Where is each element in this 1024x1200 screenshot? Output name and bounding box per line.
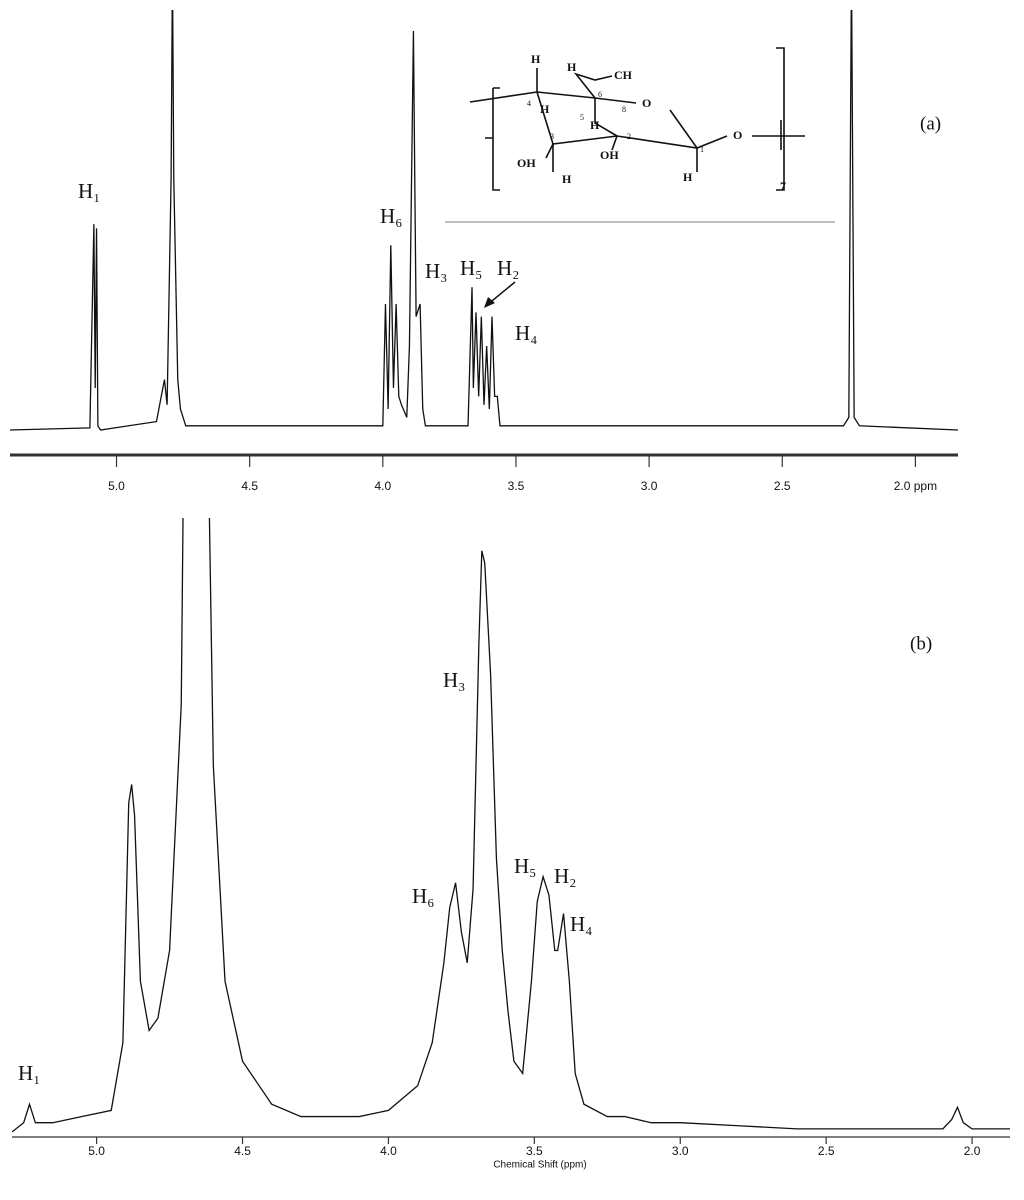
x-axis-label: Chemical Shift (ppm) [493,1160,586,1171]
x-tick-label: 5.0 [88,1144,105,1158]
atom-number: 1 [700,145,704,154]
peak-label: H₄ [515,321,538,345]
panel-label: (b) [910,633,932,654]
arrow-head [484,297,495,308]
atom-number: 6 [598,90,602,99]
peak-label: H₆ [412,884,435,908]
atom-label: O [642,96,651,110]
peak-label: H₁ [78,179,101,203]
x-tick-label: 4.0 [374,479,391,493]
peak-label: H₁ [18,1061,41,1085]
structure [445,47,835,223]
peak-label: H₃ [443,668,466,692]
atom-label: H [562,172,572,186]
panel-label: (a) [920,113,941,134]
atom-number: 8 [622,105,626,114]
atom-label: CH [614,68,633,82]
atom-label: H [567,60,577,74]
atom-label: H [531,52,541,66]
atom-number: 5 [580,113,584,122]
atom-label: 7 [780,179,786,193]
x-tick-label: 3.0 [672,1144,689,1158]
peak-label: H₂ [554,864,577,888]
atom-label: OH [517,156,536,170]
x-tick-label: 3.0 [641,479,658,493]
x-tick-label: 5.0 [108,479,125,493]
atom-number: 2 [627,132,631,141]
atom-label: H [540,102,550,116]
atom-label: H [590,118,600,132]
spectrum-line [10,10,959,431]
peak-label: H₄ [570,912,593,936]
x-tick-label: 3.5 [508,479,525,493]
atom-label: O [733,128,742,142]
x-tick-label: 4.5 [241,479,258,493]
peak-label: H₅ [514,854,537,878]
x-tick-label: 2.5 [818,1144,835,1158]
spectrum-line [12,518,1010,1133]
x-tick-label: 3.5 [526,1144,543,1158]
atom-label: OH [600,148,619,162]
x-tick-label: 4.5 [234,1144,251,1158]
peak-label: H₂ [497,256,520,280]
atom-label: H [683,170,693,184]
x-tick-label: 2.5 [774,479,791,493]
structure-labels: H H CH H 6 4 O 5 H 8 3 2 OH OH H 1 O H 7 [517,52,786,193]
atom-number: 4 [527,99,531,108]
peak-label: H₃ [425,259,448,283]
plot-clip [12,518,1010,1133]
x-tick-label: 2.0 ppm [894,479,937,493]
x-tick-label: 2.0 [964,1144,981,1158]
x-tick-label: 4.0 [380,1144,397,1158]
peak-label: H₅ [460,256,483,280]
atom-number: 3 [550,132,554,141]
peak-label: H₆ [380,204,403,228]
plot-clip [10,10,959,431]
